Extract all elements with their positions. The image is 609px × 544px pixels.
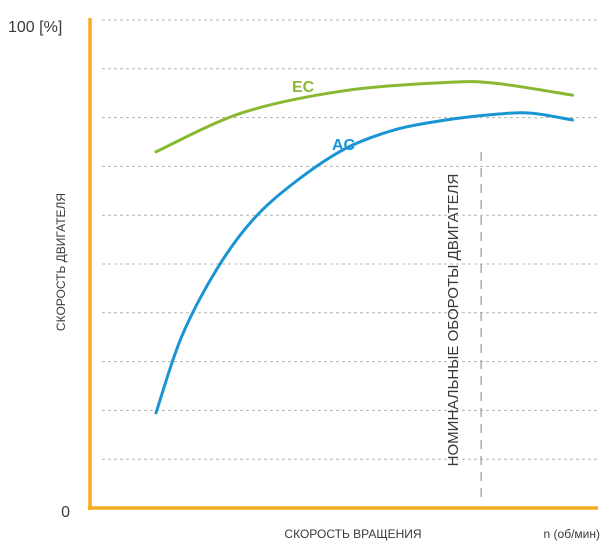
x-axis-label: СКОРОСТЬ ВРАЩЕНИЯ [284,527,421,541]
grid-lines [102,19,598,460]
x-axis-unit: n (об/мин) [544,527,600,541]
rated-speed-annotation: НОМИНАЛЬНЫЕ ОБОРОТЫ ДВИГАТЕЛЯ [445,174,462,467]
y-tick-top: 100 [%] [8,19,62,36]
y-axis-label: СКОРОСТЬ ДВИГАТЕЛЯ [54,193,68,331]
axes [88,18,598,510]
series-lines [154,80,575,415]
series-label-ac: AC [332,137,356,154]
series-line-ac [154,111,575,415]
series-line-ec [154,80,575,154]
y-tick-bottom: 0 [61,504,70,521]
series-label-ec: EC [292,79,315,96]
